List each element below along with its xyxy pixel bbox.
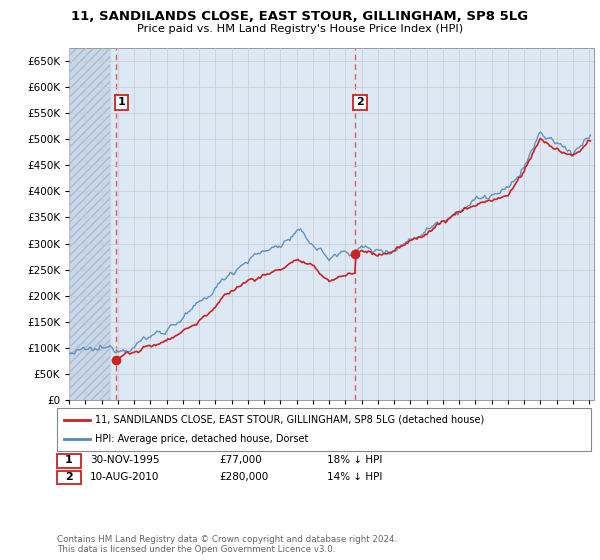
Bar <box>69 48 110 400</box>
Text: Price paid vs. HM Land Registry's House Price Index (HPI): Price paid vs. HM Land Registry's House … <box>137 24 463 34</box>
Text: Contains HM Land Registry data © Crown copyright and database right 2024.
This d: Contains HM Land Registry data © Crown c… <box>57 535 397 554</box>
Text: 1: 1 <box>118 97 125 108</box>
Text: 2: 2 <box>65 472 73 482</box>
Text: HPI: Average price, detached house, Dorset: HPI: Average price, detached house, Dors… <box>95 435 308 444</box>
Text: 10-AUG-2010: 10-AUG-2010 <box>90 472 160 482</box>
Text: 2: 2 <box>356 97 364 108</box>
Bar <box>69 48 110 400</box>
Text: 11, SANDILANDS CLOSE, EAST STOUR, GILLINGHAM, SP8 5LG: 11, SANDILANDS CLOSE, EAST STOUR, GILLIN… <box>71 10 529 22</box>
Text: 14% ↓ HPI: 14% ↓ HPI <box>327 472 382 482</box>
Text: 30-NOV-1995: 30-NOV-1995 <box>90 455 160 465</box>
Text: 1: 1 <box>65 455 73 465</box>
Text: £77,000: £77,000 <box>219 455 262 465</box>
Text: 11, SANDILANDS CLOSE, EAST STOUR, GILLINGHAM, SP8 5LG (detached house): 11, SANDILANDS CLOSE, EAST STOUR, GILLIN… <box>95 415 484 424</box>
Text: £280,000: £280,000 <box>219 472 268 482</box>
Text: 18% ↓ HPI: 18% ↓ HPI <box>327 455 382 465</box>
